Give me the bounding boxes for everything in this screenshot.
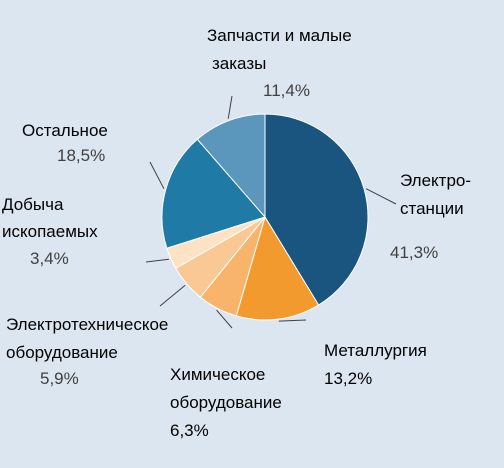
leader-line-5 — [149, 161, 165, 189]
slice-value-khimicheskoe: 6,3% — [170, 421, 209, 440]
slice-label-dobycha-line1: Добыча — [2, 195, 64, 214]
leader-line-3 — [159, 284, 186, 307]
pie-slice-6 — [196, 113, 266, 219]
leader-line-1 — [278, 319, 307, 322]
leader-line-0 — [365, 188, 397, 205]
pie-slices — [161, 113, 369, 321]
slice-label-khimicheskoe-line2: оборудование — [170, 393, 282, 412]
slice-value-dobycha: 3,4% — [30, 249, 69, 268]
slice-label-elektrostantsii-line2: станции — [400, 199, 464, 218]
leader-line-6 — [227, 95, 233, 119]
slice-label-elektrotekhnicheskoe-line2: оборудование — [6, 343, 118, 362]
pie-slice-5 — [161, 138, 266, 249]
leader-line-2 — [216, 309, 233, 329]
slice-label-metallurgiya: Металлургия — [324, 341, 427, 360]
pie-slice-0 — [264, 113, 369, 306]
leader-lines — [145, 95, 397, 329]
slice-label-ostalnoe: Остальное — [22, 121, 108, 140]
slice-label-dobycha-line2: ископаемых — [2, 222, 98, 241]
pie-slice-1 — [235, 215, 320, 321]
slice-value-elektrostantsii: 41,3% — [390, 243, 438, 262]
slice-label-elektrostantsii-line1: Электро- — [400, 171, 471, 190]
slice-value-elektrotekhnicheskoe: 5,9% — [40, 369, 79, 388]
slice-label-zapchasti-line1: Запчасти и малые — [207, 26, 352, 45]
slice-label-elektrotekhnicheskoe-line1: Электротехническое — [6, 315, 168, 334]
slice-label-khimicheskoe-line1: Химическое — [170, 365, 265, 384]
slice-value-ostalnoe: 18,5% — [57, 146, 105, 165]
slice-value-zapchasti: 11,4% — [263, 81, 310, 100]
leader-line-4 — [145, 258, 169, 263]
slice-value-metallurgiya: 13,2% — [324, 369, 372, 388]
slice-label-zapchasti-line2: заказы — [212, 54, 266, 73]
